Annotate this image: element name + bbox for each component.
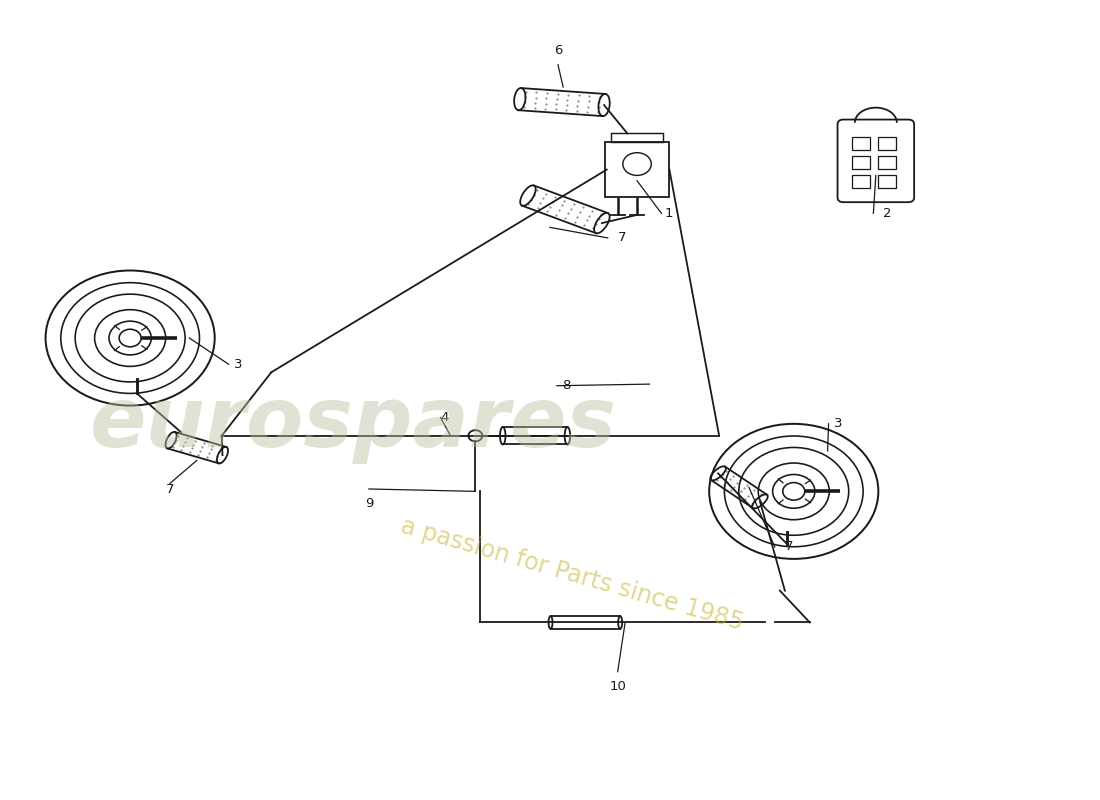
Bar xyxy=(878,137,896,150)
Text: 10: 10 xyxy=(609,680,626,693)
Text: 3: 3 xyxy=(834,418,843,430)
Text: 9: 9 xyxy=(365,497,373,510)
Bar xyxy=(605,142,670,198)
Text: 7: 7 xyxy=(618,231,626,245)
Text: a passion for Parts since 1985: a passion for Parts since 1985 xyxy=(398,514,746,635)
Text: 7: 7 xyxy=(784,541,793,554)
Bar xyxy=(852,175,870,188)
Text: 7: 7 xyxy=(166,483,174,497)
Text: eurospares: eurospares xyxy=(89,383,616,464)
Text: 8: 8 xyxy=(562,379,570,392)
Bar xyxy=(878,156,896,169)
Text: 4: 4 xyxy=(441,411,449,424)
Text: 6: 6 xyxy=(553,44,562,57)
Text: 2: 2 xyxy=(883,207,892,220)
Bar xyxy=(852,137,870,150)
Bar xyxy=(612,134,663,142)
Bar xyxy=(852,156,870,169)
Text: 3: 3 xyxy=(233,358,242,370)
Text: 1: 1 xyxy=(664,207,673,220)
Bar xyxy=(878,175,896,188)
